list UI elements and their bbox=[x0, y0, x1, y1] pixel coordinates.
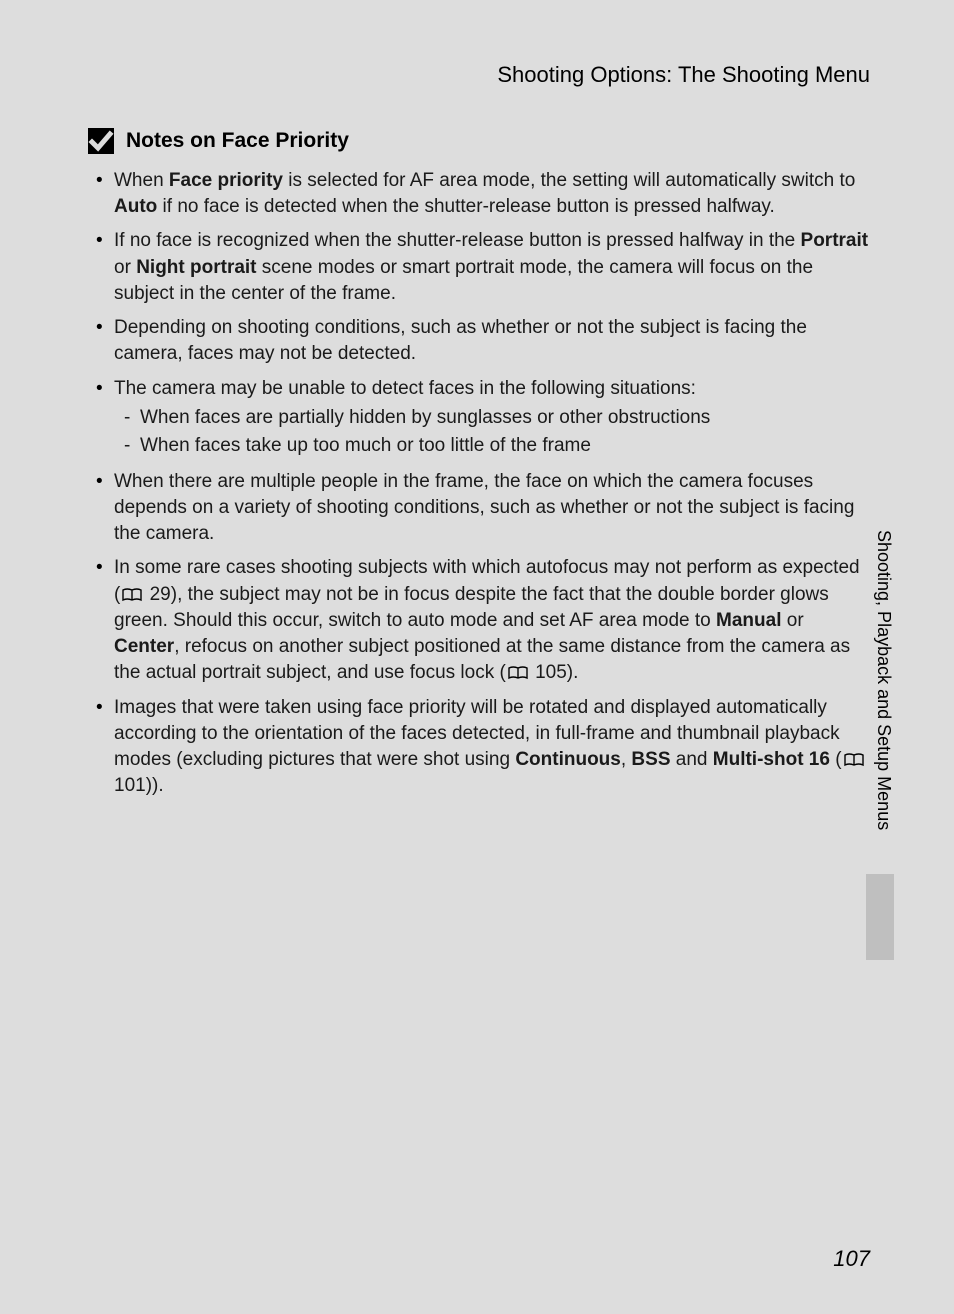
section-heading: Notes on Face Priority bbox=[88, 128, 870, 154]
page-header: Shooting Options: The Shooting Menu bbox=[84, 62, 870, 88]
side-tab-marker bbox=[866, 874, 894, 960]
side-tab-label: Shooting, Playback and Setup Menus bbox=[866, 530, 894, 850]
sublist-item: When faces are partially hidden by sungl… bbox=[114, 404, 870, 433]
text-run: Auto bbox=[114, 196, 157, 217]
text-run: Night portrait bbox=[136, 257, 256, 278]
side-tab: Shooting, Playback and Setup Menus bbox=[866, 530, 894, 960]
text-run: 101)). bbox=[114, 775, 164, 796]
text-run: , bbox=[621, 749, 632, 770]
list-item: In some rare cases shooting subjects wit… bbox=[96, 555, 870, 686]
text-run: The camera may be unable to detect faces… bbox=[114, 378, 696, 399]
text-run: Face priority bbox=[169, 170, 283, 191]
book-icon bbox=[844, 753, 864, 767]
check-badge-icon bbox=[88, 128, 114, 154]
sublist: When faces are partially hidden by sungl… bbox=[114, 404, 870, 461]
text-run: When there are multiple people in the fr… bbox=[114, 471, 854, 544]
list-item: The camera may be unable to detect faces… bbox=[96, 376, 870, 461]
text-run: BSS bbox=[631, 749, 670, 770]
bullet-list: When Face priority is selected for AF ar… bbox=[84, 168, 870, 799]
section-title: Notes on Face Priority bbox=[126, 129, 349, 153]
list-item: Images that were taken using face priori… bbox=[96, 695, 870, 800]
text-run: if no face is detected when the shutter-… bbox=[157, 196, 775, 217]
page-number: 107 bbox=[833, 1246, 870, 1272]
sublist-item: When faces take up too much or too littl… bbox=[114, 432, 870, 461]
text-run: If no face is recognized when the shutte… bbox=[114, 230, 801, 251]
list-item: When Face priority is selected for AF ar… bbox=[96, 168, 870, 220]
list-item: If no face is recognized when the shutte… bbox=[96, 228, 870, 307]
text-run: or bbox=[114, 257, 136, 278]
book-icon bbox=[508, 666, 528, 680]
text-run: ( bbox=[830, 749, 842, 770]
manual-page: Shooting Options: The Shooting Menu Note… bbox=[0, 0, 954, 1314]
text-run: Continuous bbox=[515, 749, 621, 770]
text-run: Depending on shooting conditions, such a… bbox=[114, 317, 807, 364]
text-run: When bbox=[114, 170, 169, 191]
text-run: Center bbox=[114, 636, 174, 657]
text-run: 105). bbox=[530, 662, 579, 683]
text-run: is selected for AF area mode, the settin… bbox=[283, 170, 855, 191]
text-run: Manual bbox=[716, 610, 781, 631]
list-item: When there are multiple people in the fr… bbox=[96, 469, 870, 548]
text-run: and bbox=[671, 749, 713, 770]
book-icon bbox=[122, 588, 142, 602]
text-run: , refocus on another subject positioned … bbox=[114, 636, 850, 683]
list-item: Depending on shooting conditions, such a… bbox=[96, 315, 870, 367]
text-run: Multi-shot 16 bbox=[713, 749, 830, 770]
text-run: or bbox=[781, 610, 803, 631]
text-run: Portrait bbox=[801, 230, 869, 251]
